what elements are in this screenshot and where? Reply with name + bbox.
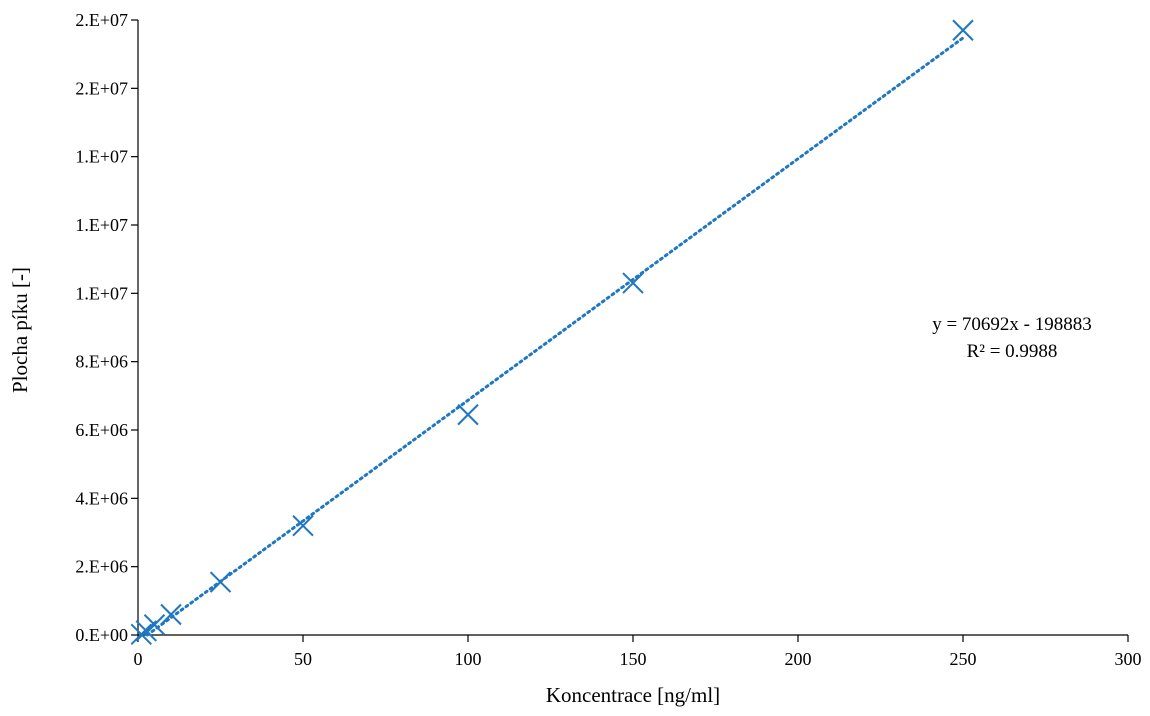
trendline-equation: y = 70692x - 198883: [932, 314, 1092, 335]
x-tick-label: 150: [620, 649, 647, 669]
x-tick-label: 250: [950, 649, 977, 669]
data-point: [160, 603, 182, 626]
data-point: [622, 272, 644, 294]
x-axis-title: Koncentrace [ng/ml]: [546, 683, 720, 707]
x-tick-label: 50: [294, 649, 312, 669]
trendline: [145, 36, 965, 637]
data-point: [143, 614, 166, 636]
x-tick-label: 200: [785, 649, 812, 669]
y-tick-label: 6.E+06: [75, 420, 128, 440]
y-tick-labels: 0.E+00 2.E+06 4.E+06 6.E+06 8.E+06 1.E+07 1.E+…: [75, 10, 128, 645]
x-tick-label: 100: [455, 649, 482, 669]
x-tick-label: 300: [1115, 649, 1142, 669]
y-tick-label: 1.E+07: [75, 283, 128, 303]
y-tick-label: 0.E+00: [75, 625, 128, 645]
y-tick-label: 1.E+07: [75, 147, 128, 167]
x-tick-labels: 0 50 100 150 200 250 300: [134, 649, 1142, 669]
r-squared-label: R² = 0.9988: [967, 341, 1058, 362]
y-tick-label: 2.E+07: [75, 78, 128, 98]
y-tick-label: 4.E+06: [75, 488, 128, 508]
data-point: [457, 403, 479, 426]
trendline-layer: [145, 36, 965, 637]
y-tick-label: 1.E+07: [75, 215, 128, 235]
data-point: [952, 19, 974, 41]
data-point: [292, 514, 314, 537]
data-point: [130, 623, 153, 646]
y-axis-title: Plocha píku [-]: [8, 267, 32, 393]
y-tick-label: 8.E+06: [75, 352, 128, 372]
data-point: [209, 571, 232, 593]
y-tick-label: 2.E+07: [75, 10, 128, 30]
x-tick-label: 0: [134, 649, 143, 669]
data-points: [130, 19, 974, 646]
y-tick-label: 2.E+06: [75, 557, 128, 577]
